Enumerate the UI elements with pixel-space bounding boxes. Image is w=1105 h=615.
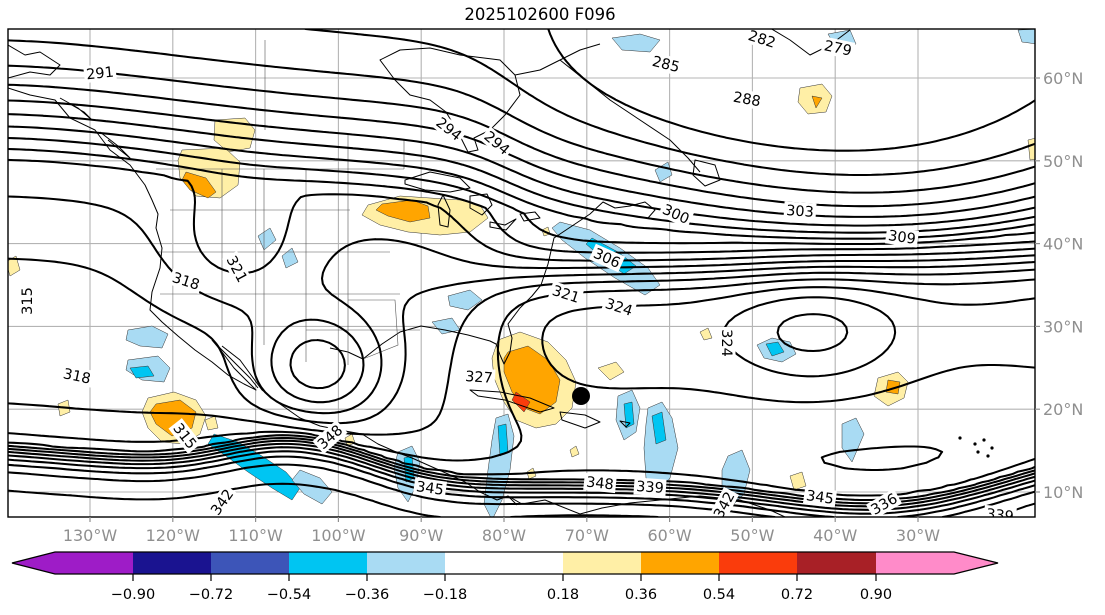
svg-text:318: 318 <box>62 366 92 387</box>
svg-text:0.54: 0.54 <box>703 587 735 603</box>
svg-text:285: 285 <box>650 54 681 76</box>
svg-text:60°W: 60°W <box>648 526 692 545</box>
svg-text:345: 345 <box>415 479 445 499</box>
svg-text:327: 327 <box>465 369 494 387</box>
svg-text:40°N: 40°N <box>1043 235 1083 254</box>
svg-text:130°W: 130°W <box>63 526 118 545</box>
contour-lines <box>8 29 1035 517</box>
svg-text:345: 345 <box>805 488 835 508</box>
svg-text:30°N: 30°N <box>1043 317 1083 336</box>
svg-text:−0.36: −0.36 <box>345 587 389 603</box>
svg-text:40°W: 40°W <box>813 526 857 545</box>
svg-text:−0.54: −0.54 <box>267 587 311 603</box>
svg-text:348: 348 <box>585 475 614 494</box>
svg-text:288: 288 <box>732 90 762 111</box>
axis-labels: 130°W 120°W 110°W 100°W 90°W 80°W 70°W 60°W 50°W… <box>63 69 1084 545</box>
svg-text:0.36: 0.36 <box>625 587 657 603</box>
svg-text:−0.18: −0.18 <box>423 587 467 603</box>
svg-text:309: 309 <box>887 228 917 248</box>
svg-text:50°W: 50°W <box>730 526 774 545</box>
storm-marker <box>572 387 590 405</box>
svg-text:10°N: 10°N <box>1043 483 1083 502</box>
map-frame <box>7 28 1036 518</box>
svg-text:100°W: 100°W <box>311 526 366 545</box>
svg-text:110°W: 110°W <box>228 526 283 545</box>
svg-text:315: 315 <box>20 287 36 315</box>
svg-text:30°W: 30°W <box>896 526 940 545</box>
svg-text:279: 279 <box>823 38 853 59</box>
svg-text:−0.72: −0.72 <box>189 587 233 603</box>
svg-text:0.90: 0.90 <box>860 587 892 603</box>
colorbar-outline <box>11 551 999 575</box>
svg-text:339: 339 <box>636 479 665 497</box>
svg-text:303: 303 <box>786 203 815 221</box>
svg-text:291: 291 <box>86 65 115 84</box>
svg-text:70°W: 70°W <box>565 526 609 545</box>
svg-text:0.72: 0.72 <box>781 587 813 603</box>
svg-text:50°N: 50°N <box>1043 152 1083 171</box>
svg-text:120°W: 120°W <box>146 526 201 545</box>
svg-text:0.18: 0.18 <box>547 587 579 603</box>
svg-text:20°N: 20°N <box>1043 400 1083 419</box>
svg-text:−0.90: −0.90 <box>111 587 155 603</box>
svg-text:60°N: 60°N <box>1043 69 1083 88</box>
svg-text:80°W: 80°W <box>482 526 526 545</box>
figure-title: 2025102600 F096 <box>464 5 615 24</box>
colorbar: −0.90 −0.72 −0.54 −0.36 −0.18 0.18 0.36 0.54 0.7… <box>11 551 999 603</box>
svg-text:339: 339 <box>985 507 1014 526</box>
svg-text:90°W: 90°W <box>399 526 443 545</box>
svg-text:324: 324 <box>718 329 734 357</box>
